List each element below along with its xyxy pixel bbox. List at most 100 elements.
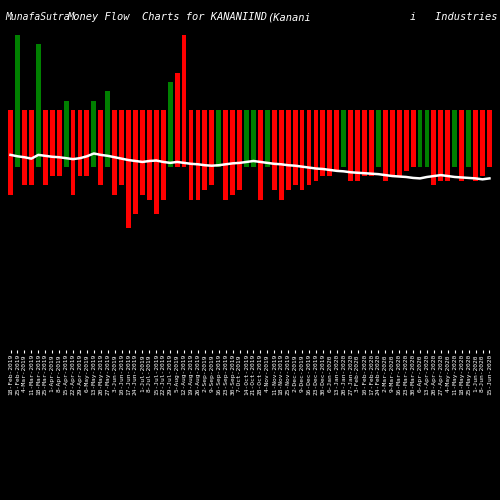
Bar (348, 138, 353, 180)
Bar (126, 110, 131, 138)
Bar (154, 110, 158, 138)
Bar (397, 110, 402, 138)
Bar (432, 138, 436, 186)
Bar (126, 138, 131, 228)
Bar (306, 110, 312, 138)
Bar (348, 110, 353, 138)
Bar (154, 138, 158, 214)
Bar (147, 110, 152, 138)
Bar (258, 110, 263, 138)
Bar (230, 138, 235, 195)
Bar (22, 110, 27, 138)
Bar (328, 110, 332, 138)
Bar (418, 110, 422, 138)
Bar (306, 138, 312, 186)
Bar (22, 138, 27, 186)
Bar (446, 138, 450, 180)
Bar (279, 110, 283, 138)
Bar (112, 110, 117, 138)
Bar (362, 110, 367, 138)
Bar (404, 138, 408, 172)
Bar (320, 110, 326, 138)
Bar (237, 138, 242, 190)
Bar (202, 110, 207, 138)
Bar (410, 110, 416, 138)
Bar (487, 110, 492, 138)
Bar (272, 138, 276, 190)
Bar (168, 138, 172, 166)
Bar (251, 110, 256, 138)
Bar (15, 138, 20, 166)
Bar (355, 138, 360, 180)
Bar (64, 101, 68, 138)
Bar (182, 0, 186, 138)
Text: Money Flow  Charts for KANANIIND: Money Flow Charts for KANANIIND (68, 12, 268, 22)
Bar (56, 110, 62, 138)
Bar (168, 82, 172, 138)
Bar (133, 110, 138, 138)
Text: MunafaSutra: MunafaSutra (5, 12, 70, 22)
Bar (480, 110, 485, 138)
Bar (362, 138, 367, 176)
Bar (342, 110, 346, 138)
Bar (376, 138, 381, 166)
Bar (119, 110, 124, 138)
Bar (369, 110, 374, 138)
Bar (112, 138, 117, 195)
Bar (404, 110, 408, 138)
Bar (70, 110, 76, 138)
Bar (265, 110, 270, 138)
Bar (460, 110, 464, 138)
Bar (244, 138, 249, 166)
Bar (216, 110, 221, 138)
Bar (314, 138, 318, 180)
Bar (98, 138, 103, 186)
Bar (188, 138, 194, 200)
Bar (452, 138, 457, 166)
Bar (196, 138, 200, 200)
Bar (210, 138, 214, 186)
Bar (292, 110, 298, 138)
Bar (473, 138, 478, 180)
Bar (432, 110, 436, 138)
Bar (174, 138, 180, 166)
Bar (438, 110, 444, 138)
Bar (78, 110, 82, 138)
Bar (8, 138, 13, 195)
Bar (480, 138, 485, 176)
Bar (244, 110, 249, 138)
Bar (466, 138, 471, 166)
Bar (36, 138, 40, 166)
Bar (161, 138, 166, 200)
Bar (460, 138, 464, 180)
Bar (272, 110, 276, 138)
Bar (50, 110, 54, 138)
Bar (188, 110, 194, 138)
Bar (279, 138, 283, 200)
Bar (140, 110, 145, 138)
Bar (133, 138, 138, 214)
Bar (196, 110, 200, 138)
Bar (106, 138, 110, 166)
Bar (84, 110, 89, 138)
Bar (36, 44, 40, 138)
Bar (251, 138, 256, 166)
Bar (98, 110, 103, 138)
Bar (300, 110, 304, 138)
Bar (216, 138, 221, 166)
Bar (292, 138, 298, 186)
Bar (487, 138, 492, 166)
Bar (334, 138, 339, 172)
Bar (383, 110, 388, 138)
Bar (369, 138, 374, 176)
Bar (355, 110, 360, 138)
Bar (50, 138, 54, 176)
Bar (424, 110, 430, 138)
Bar (383, 138, 388, 180)
Bar (473, 110, 478, 138)
Bar (210, 110, 214, 138)
Bar (320, 138, 326, 176)
Bar (452, 110, 457, 138)
Bar (258, 138, 263, 200)
Bar (119, 138, 124, 186)
